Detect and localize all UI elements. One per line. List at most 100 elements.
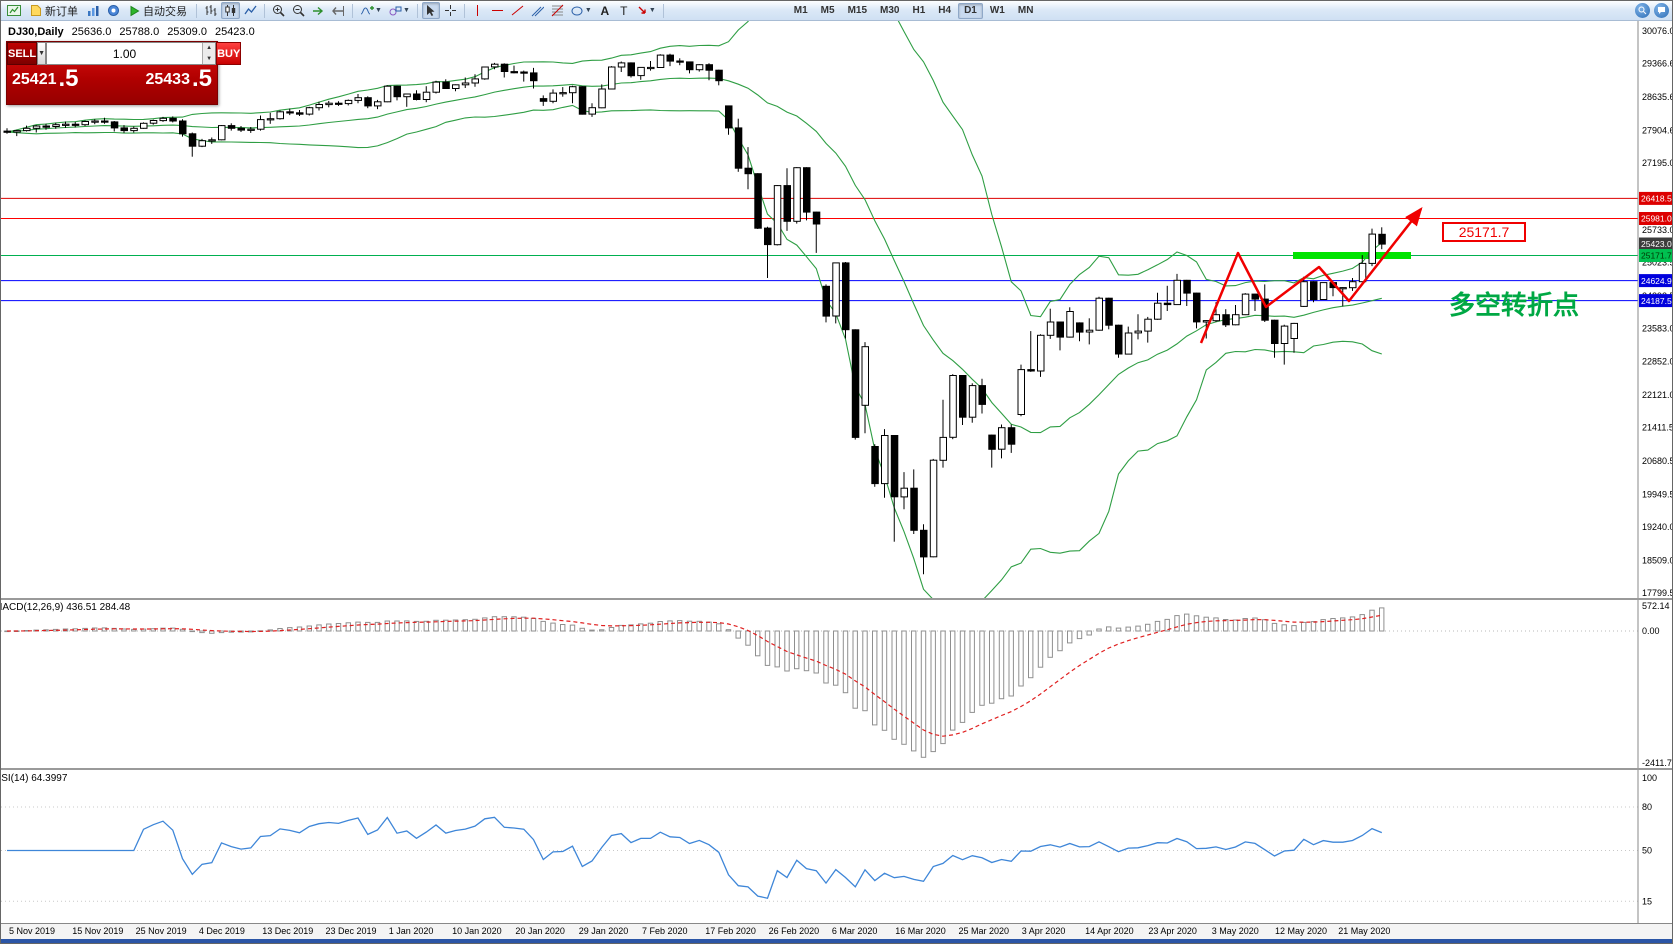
macd-bar xyxy=(686,620,693,632)
ohlc-open: 25636.0 xyxy=(71,26,112,38)
auto-trading-button[interactable]: 自动交易 xyxy=(124,2,192,19)
order-type-dropdown[interactable]: ▼ xyxy=(37,42,47,65)
panel-separator[interactable] xyxy=(1,768,1672,770)
axis-background xyxy=(1638,21,1672,923)
zoom-out-icon[interactable] xyxy=(289,2,308,19)
horizontal-line-icon[interactable] xyxy=(488,2,507,19)
candle xyxy=(432,81,440,93)
macd-bar xyxy=(1340,617,1346,632)
date-label: 26 Feb 2020 xyxy=(768,926,820,936)
timeframe-h1[interactable]: H1 xyxy=(912,5,926,16)
new-chart-icon[interactable] xyxy=(4,2,24,19)
sell-button[interactable]: SELL xyxy=(7,42,38,65)
timeframe-m15[interactable]: M15 xyxy=(847,5,868,16)
candle xyxy=(198,140,206,147)
symbol-name: DJ30,Daily xyxy=(8,26,64,38)
zoom-in-icon[interactable] xyxy=(269,2,288,19)
candle xyxy=(13,130,21,133)
trend-arrow-annotation[interactable] xyxy=(1199,207,1423,344)
candle xyxy=(481,66,489,80)
macd-panel[interactable] xyxy=(1,607,1638,758)
cursor-icon[interactable] xyxy=(421,2,440,19)
lot-size-input[interactable] xyxy=(47,43,203,64)
arrow-tool-icon[interactable]: ▼ xyxy=(634,2,659,19)
shapes-icon[interactable]: ▼ xyxy=(568,2,595,19)
macd-bar xyxy=(1008,630,1014,697)
panel-separator[interactable] xyxy=(1,598,1672,600)
date-label: 21 May 2020 xyxy=(1338,926,1391,936)
level-price-label[interactable]: 25171.7 xyxy=(1442,222,1526,242)
channel-icon[interactable] xyxy=(528,2,547,19)
fibonacci-icon[interactable] xyxy=(548,2,567,19)
spin-down-icon[interactable]: ▼ xyxy=(203,53,216,64)
search-icon[interactable] xyxy=(1635,3,1650,18)
candle xyxy=(1310,281,1318,301)
candle xyxy=(286,111,294,114)
toolbar-separator xyxy=(662,3,664,18)
candle xyxy=(344,99,353,105)
buy-button[interactable]: BUY xyxy=(216,42,242,65)
rsi-tick: 100 xyxy=(1642,773,1657,783)
toolbar-right-group xyxy=(1635,3,1669,18)
macd-bar xyxy=(1301,621,1307,632)
price-panel[interactable] xyxy=(1,21,1638,609)
timeframe-w1[interactable]: W1 xyxy=(989,5,1005,16)
spin-up-icon[interactable]: ▲ xyxy=(203,43,216,54)
crosshair-icon[interactable] xyxy=(441,2,460,19)
candle xyxy=(1173,279,1181,306)
community-icon[interactable] xyxy=(1654,3,1669,18)
turning-point-text[interactable]: 多空转折点 xyxy=(1449,290,1580,320)
price-tick: 30076.0 xyxy=(1642,26,1673,36)
timeframe-m5[interactable]: M5 xyxy=(820,5,835,16)
date-label: 14 Apr 2020 xyxy=(1085,926,1134,936)
candle xyxy=(539,98,548,102)
price-tag-text: 25423.0 xyxy=(1641,239,1672,249)
dropdown-arrow-icon: ▼ xyxy=(375,7,382,14)
trendline-icon[interactable] xyxy=(508,2,527,19)
macd-bar xyxy=(881,630,888,731)
timeframe-mn[interactable]: MN xyxy=(1017,5,1034,16)
macd-bar xyxy=(677,620,683,632)
candlestick-chart-icon[interactable] xyxy=(221,2,240,19)
macd-bar xyxy=(1154,620,1161,632)
candle xyxy=(23,127,31,132)
auto-scroll-icon[interactable] xyxy=(309,2,328,19)
candle xyxy=(500,63,509,73)
candle xyxy=(832,262,840,317)
macd-bar xyxy=(794,630,800,670)
bollinger-upper xyxy=(6,21,1383,318)
label-tool-icon[interactable]: T xyxy=(620,3,628,18)
macd-bar xyxy=(959,630,966,723)
price-axis[interactable]: 30076.029366.628635.627904.627195.026464… xyxy=(1637,21,1673,923)
timeframe-d1[interactable]: D1 xyxy=(958,2,983,19)
timeframe-m30[interactable]: M30 xyxy=(880,5,900,16)
indicators-icon[interactable]: ▼ xyxy=(357,2,385,19)
rsi-panel[interactable] xyxy=(1,806,1638,902)
bar-chart-icon[interactable] xyxy=(201,2,220,19)
candle xyxy=(81,121,89,126)
lot-spinner[interactable]: ▲ ▼ xyxy=(202,43,216,64)
macd-bar xyxy=(267,629,274,632)
candle xyxy=(1232,314,1240,326)
candle xyxy=(276,111,284,120)
line-chart-icon[interactable] xyxy=(241,2,260,19)
sell-price[interactable]: 25421 .5 xyxy=(12,67,79,91)
buy-price[interactable]: 25433 .5 xyxy=(145,67,212,91)
text-tool-icon[interactable]: A xyxy=(600,3,610,18)
candle xyxy=(452,84,460,89)
ohlc-close: 25423.0 xyxy=(214,26,255,38)
ohlc-high: 25788.0 xyxy=(119,26,160,38)
navigator-icon[interactable] xyxy=(104,2,123,19)
objects-icon[interactable]: ▼ xyxy=(386,2,413,19)
chart-canvas[interactable]: 30076.029366.628635.627904.627195.026464… xyxy=(1,21,1673,923)
new-order-button[interactable]: 新订单 xyxy=(25,2,83,19)
market-watch-icon[interactable] xyxy=(84,2,103,19)
macd-bar xyxy=(911,630,917,752)
vertical-line-icon[interactable] xyxy=(469,2,487,19)
timeframe-m1[interactable]: M1 xyxy=(793,5,808,16)
chart-shift-icon[interactable] xyxy=(329,2,348,19)
sell-price-frac: .5 xyxy=(58,65,79,92)
time-axis[interactable]: 5 Nov 2019 15 Nov 2019 25 Nov 2019 4 Dec 20… xyxy=(1,923,1672,939)
support-zone-highlight[interactable] xyxy=(1293,252,1411,259)
timeframe-h4[interactable]: H4 xyxy=(938,5,952,16)
